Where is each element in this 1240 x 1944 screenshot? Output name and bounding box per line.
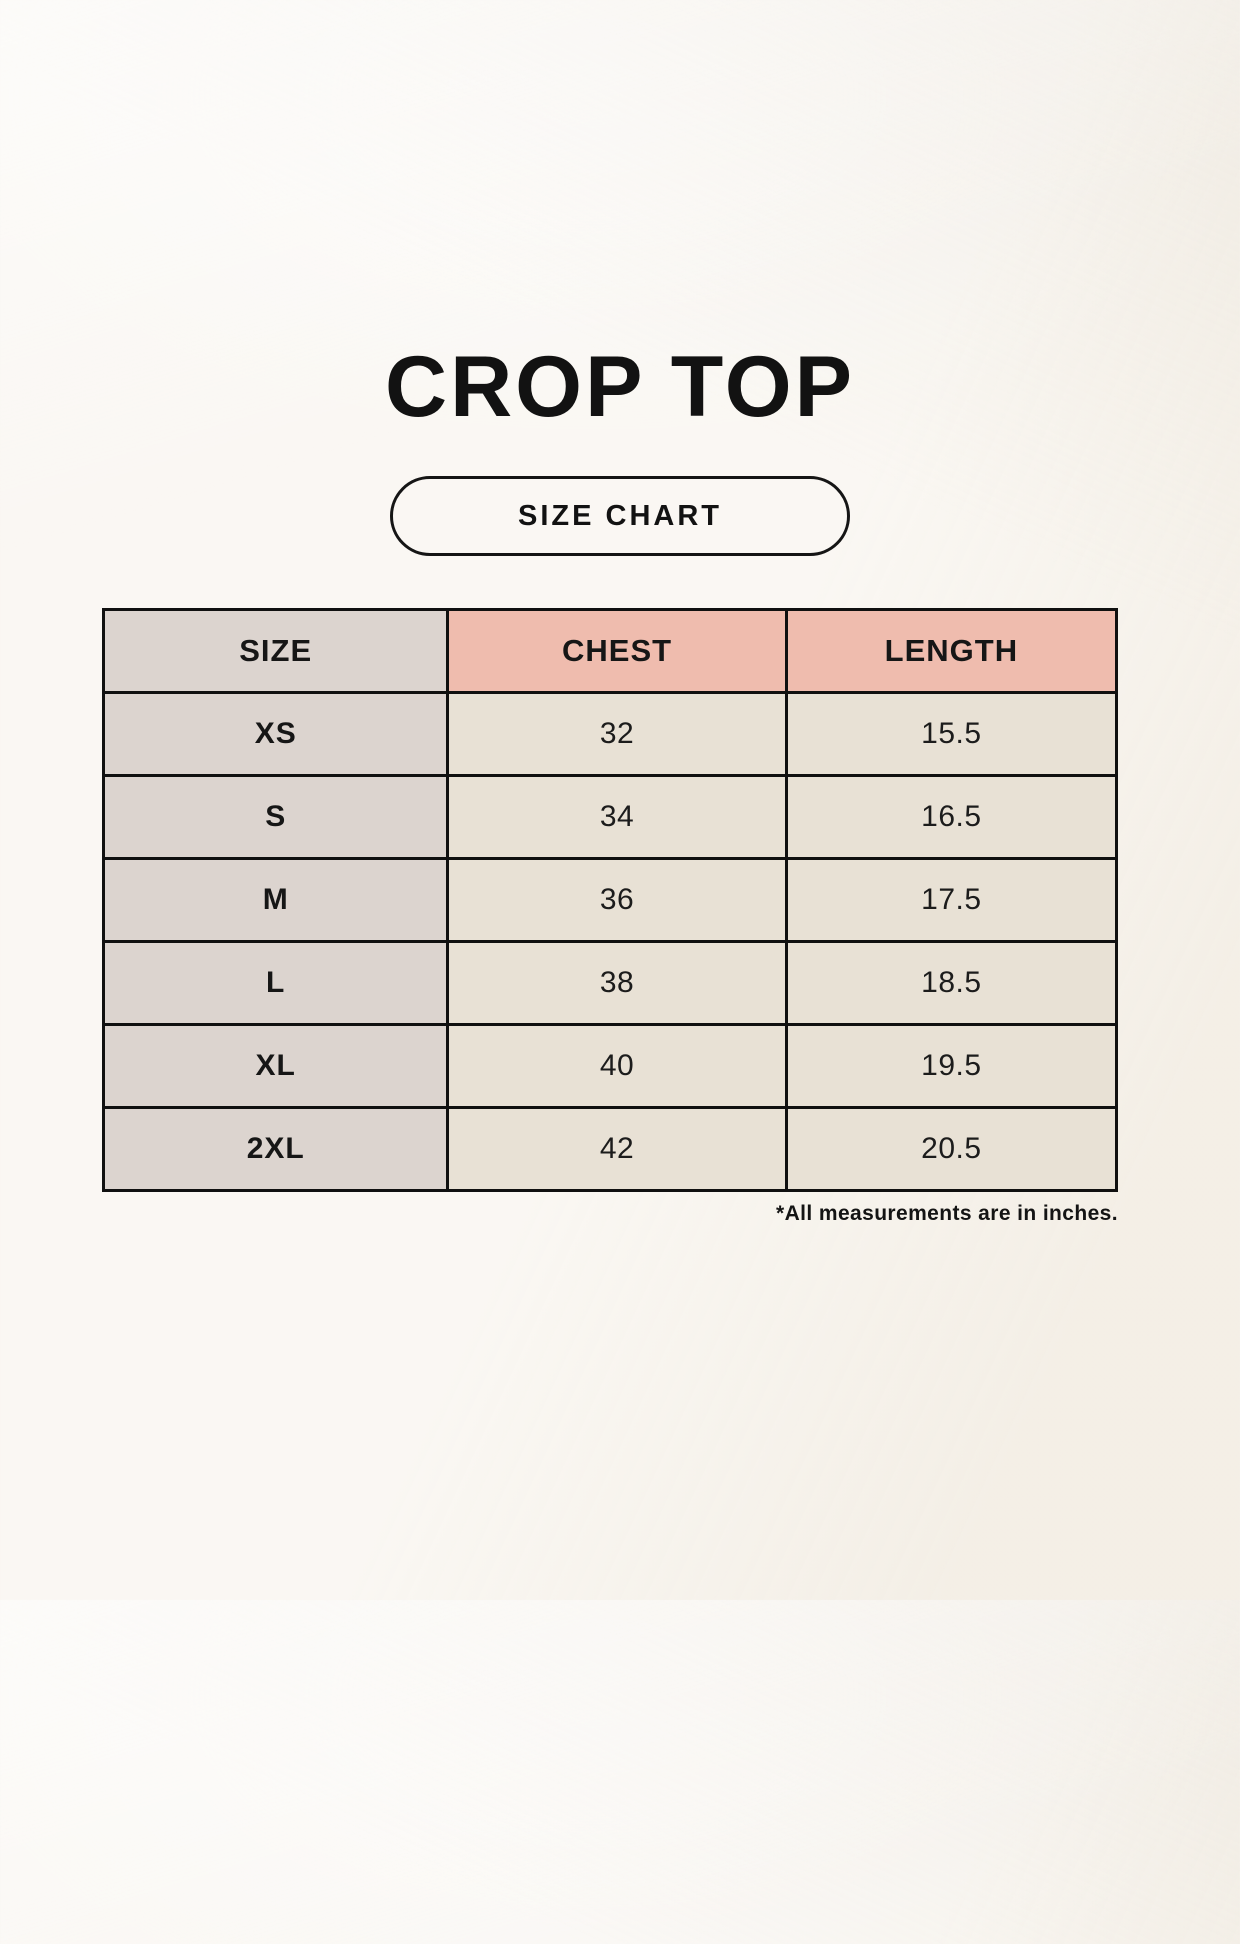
size-chart-table: SIZE CHEST LENGTH XS 32 15.5 S 34 16.5 M: [101, 608, 1119, 1192]
size-label: XS: [101, 691, 450, 777]
size-label: 2XL: [101, 1106, 450, 1192]
size-label: XL: [101, 1023, 450, 1109]
size-label: L: [101, 940, 450, 1026]
chest-value: 38: [446, 940, 788, 1026]
chest-value: 36: [446, 857, 788, 943]
chest-value: 32: [446, 691, 788, 777]
size-label: M: [101, 857, 450, 943]
length-value: 15.5: [784, 691, 1119, 777]
column-header-size: SIZE: [101, 608, 450, 694]
length-value: 18.5: [784, 940, 1119, 1026]
table-row: L 38 18.5: [101, 940, 1119, 1026]
size-chart-table-container: SIZE CHEST LENGTH XS 32 15.5 S 34 16.5 M: [101, 608, 1119, 1226]
table-row: XS 32 15.5: [101, 691, 1119, 777]
chest-value: 40: [446, 1023, 788, 1109]
chest-value: 42: [446, 1106, 788, 1192]
size-chart-pill: SIZE CHART: [390, 476, 850, 556]
column-header-length: LENGTH: [784, 608, 1119, 694]
length-value: 20.5: [784, 1106, 1119, 1192]
table-header-row: SIZE CHEST LENGTH: [101, 608, 1119, 694]
length-value: 19.5: [784, 1023, 1119, 1109]
size-chart-page: CROP TOP SIZE CHART SIZE CHEST LENGTH XS…: [0, 344, 1240, 1944]
size-label: S: [101, 774, 450, 860]
length-value: 17.5: [784, 857, 1119, 943]
column-header-chest: CHEST: [446, 608, 788, 694]
table-row: S 34 16.5: [101, 774, 1119, 860]
table-row: 2XL 42 20.5: [101, 1106, 1119, 1192]
chest-value: 34: [446, 774, 788, 860]
length-value: 16.5: [784, 774, 1119, 860]
measurements-footnote: *All measurements are in inches.: [776, 1202, 1118, 1225]
table-row: XL 40 19.5: [101, 1023, 1119, 1109]
table-row: M 36 17.5: [101, 857, 1119, 943]
size-chart-pill-label: SIZE CHART: [518, 499, 722, 532]
page-title: CROP TOP: [384, 339, 856, 435]
